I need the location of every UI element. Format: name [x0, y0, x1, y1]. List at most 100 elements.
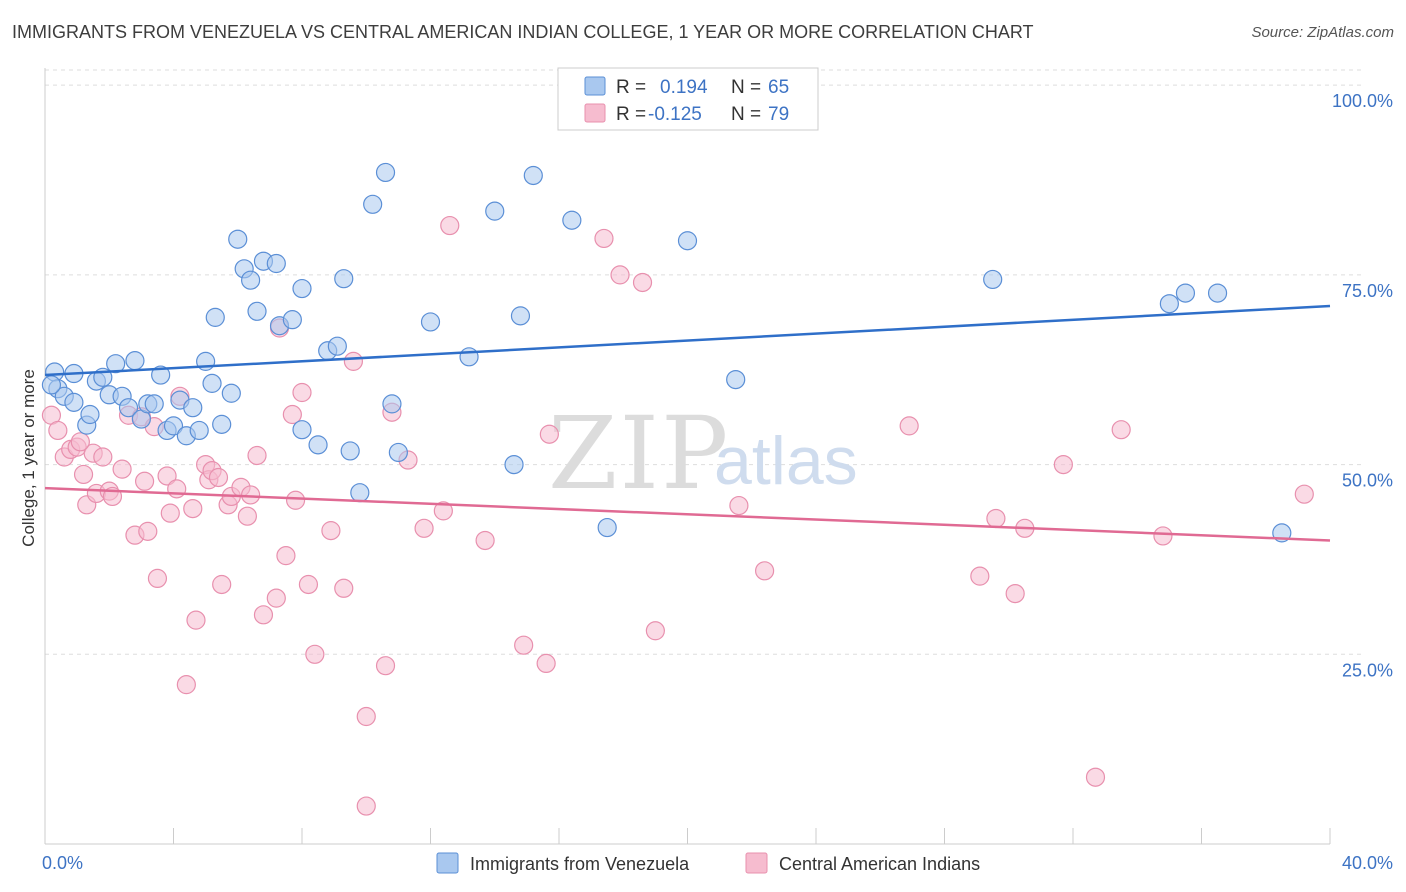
trend-line-venezuela — [44, 304, 1331, 377]
point-central-american-indian — [970, 566, 990, 586]
point-central-american-indian — [93, 447, 113, 467]
stats-legend-swatch-blue — [584, 76, 606, 96]
point-central-american-indian — [375, 656, 396, 676]
point-venezuela — [420, 312, 441, 332]
point-central-american-indian — [754, 561, 775, 581]
point-central-american-indian — [1294, 484, 1314, 504]
point-venezuela — [151, 365, 171, 385]
point-central-american-indian — [212, 574, 232, 595]
point-central-american-indian — [899, 416, 919, 436]
point-central-american-indian — [147, 568, 168, 589]
point-central-american-indian — [343, 351, 363, 371]
y-tick-label: 25.0% — [1342, 660, 1393, 680]
point-central-american-indian — [1153, 526, 1173, 546]
point-central-american-indian — [138, 521, 158, 541]
point-venezuela — [106, 354, 126, 374]
point-central-american-indian — [356, 706, 376, 727]
point-central-american-indian — [334, 578, 354, 598]
watermark-atlas: atlas — [714, 423, 858, 499]
point-venezuela — [363, 194, 383, 214]
stats-legend-swatch-pink — [584, 103, 606, 123]
bottom-legend-swatch-blue — [436, 852, 459, 874]
stats-legend-n-label-pink: N = — [731, 104, 761, 125]
point-central-american-indian — [305, 644, 325, 664]
bottom-legend-label-pink: Central American Indians — [779, 854, 980, 874]
point-venezuela — [183, 398, 203, 418]
point-venezuela — [202, 373, 222, 393]
y-tick-label: 75.0% — [1342, 281, 1393, 301]
point-central-american-indian — [247, 445, 267, 466]
point-central-american-indian — [112, 459, 132, 479]
point-central-american-indian — [183, 499, 203, 519]
point-venezuela — [726, 370, 746, 390]
point-central-american-indian — [48, 420, 68, 441]
point-venezuela — [350, 483, 370, 503]
y-tick-labels: 25.0% 50.0% 75.0% 100.0% — [1332, 91, 1393, 680]
point-central-american-indian — [1005, 583, 1025, 604]
chart-title: IMMIGRANTS FROM VENEZUELA VS CENTRAL AME… — [12, 22, 1034, 42]
stats-legend-n-value-blue: 65 — [768, 77, 789, 98]
point-central-american-indian — [1111, 420, 1131, 440]
point-central-american-indian — [414, 518, 434, 538]
stats-legend-r-value-blue: 0.194 — [660, 77, 708, 98]
point-venezuela — [221, 383, 241, 403]
point-central-american-indian — [986, 508, 1006, 529]
stats-legend: R = 0.194 N = 65 R = -0.125 N = 79 — [557, 67, 819, 131]
bottom-legend-swatch-pink — [745, 852, 768, 874]
x-tick-label-max: 40.0% — [1342, 853, 1393, 873]
point-venezuela — [247, 301, 267, 321]
point-venezuela — [163, 416, 184, 436]
series-immigrants-from-venezuela — [41, 162, 1292, 543]
point-venezuela — [523, 165, 543, 186]
bottom-legend-label-blue: Immigrants from Venezuela — [470, 854, 690, 874]
point-central-american-indian — [186, 610, 206, 630]
point-central-american-indian — [285, 490, 306, 510]
point-venezuela — [562, 210, 582, 230]
point-central-american-indian — [356, 796, 376, 816]
point-central-american-indian — [298, 574, 319, 595]
stats-legend-n-value-pink: 79 — [768, 104, 789, 125]
chart-source: Source: ZipAtlas.com — [1251, 24, 1394, 41]
point-venezuela — [327, 336, 347, 356]
point-central-american-indian — [282, 404, 302, 425]
point-central-american-indian — [208, 467, 229, 488]
stats-legend-r-label-pink: R = — [616, 104, 646, 125]
point-central-american-indian — [433, 501, 453, 521]
point-venezuela — [597, 517, 617, 538]
bottom-legend: Immigrants from Venezuela Central Americ… — [436, 852, 980, 874]
point-venezuela — [144, 394, 164, 414]
point-venezuela — [504, 454, 524, 475]
stats-legend-n-label-blue: N = — [731, 77, 761, 98]
axes — [44, 68, 1331, 845]
stats-legend-r-label-blue: R = — [616, 77, 646, 98]
point-venezuela — [485, 201, 505, 221]
point-venezuela — [266, 253, 286, 274]
point-central-american-indian — [176, 675, 196, 695]
point-venezuela — [308, 435, 328, 455]
point-central-american-indian — [475, 530, 495, 551]
point-central-american-indian — [253, 605, 274, 625]
watermark: ZIP atlas — [548, 395, 858, 512]
point-central-american-indian — [440, 215, 460, 236]
point-central-american-indian — [237, 506, 257, 526]
point-central-american-indian — [610, 265, 630, 285]
point-central-american-indian — [73, 464, 94, 485]
point-venezuela — [205, 307, 225, 327]
trend-lines — [44, 304, 1331, 542]
point-venezuela — [64, 392, 84, 412]
trend-line-central-american-indian — [44, 486, 1331, 542]
point-venezuela — [382, 394, 402, 414]
point-venezuela — [375, 162, 396, 183]
point-venezuela — [228, 229, 248, 249]
y-axis-title: College, 1 year or more — [19, 369, 38, 547]
x-tick-label-min: 0.0% — [42, 853, 83, 873]
point-venezuela — [292, 420, 312, 440]
point-venezuela — [1175, 283, 1196, 303]
point-central-american-indian — [1053, 454, 1073, 475]
y-tick-label: 50.0% — [1342, 471, 1393, 491]
stats-legend-r-value-pink: -0.125 — [648, 104, 702, 125]
grid-lines — [45, 69, 1365, 655]
point-central-american-indian — [292, 382, 312, 403]
point-central-american-indian — [729, 495, 749, 516]
